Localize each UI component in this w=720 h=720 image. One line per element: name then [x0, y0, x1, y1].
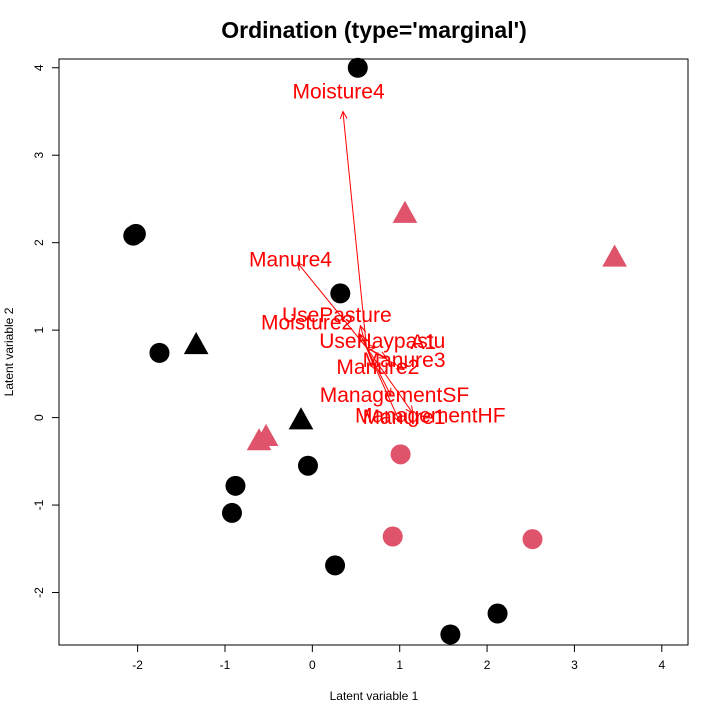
- site-point-circle: [330, 283, 351, 304]
- y-tick-label: -2: [32, 587, 46, 598]
- variable-label: A1: [410, 331, 436, 354]
- x-tick-label: -1: [220, 658, 231, 672]
- y-tick-label: -1: [32, 499, 46, 510]
- loading-arrow: [339, 110, 368, 348]
- x-axis-label: Latent variable 1: [330, 689, 419, 703]
- site-point-circle: [440, 624, 461, 645]
- points-layer: [123, 57, 627, 645]
- loading-arrow: [296, 261, 367, 348]
- site-point-circle: [297, 455, 318, 476]
- site-point-triangle: [183, 332, 209, 355]
- site-point-circle: [225, 475, 246, 496]
- site-point-circle: [325, 555, 346, 576]
- loading-arrow: [366, 347, 406, 371]
- variable-label: Manure1: [363, 406, 446, 429]
- variable-label: Moisture4: [292, 81, 385, 104]
- site-point-circle: [347, 57, 368, 78]
- y-tick-label: 2: [32, 239, 46, 246]
- site-point-triangle: [288, 407, 314, 430]
- y-tick-label: 3: [32, 152, 46, 159]
- variable-label: UseHaypastu: [319, 330, 445, 353]
- y-tick-label: 4: [32, 64, 46, 71]
- variable-label: Manure3: [363, 349, 446, 372]
- variable-label: Moisture2: [261, 312, 353, 335]
- loading-arrow: [359, 333, 367, 348]
- site-point-circle: [522, 529, 543, 550]
- y-tick-label: 1: [32, 326, 46, 333]
- x-tick-label: 1: [396, 658, 403, 672]
- arrows-layer: [296, 110, 414, 424]
- y-tick-label: 0: [32, 414, 46, 421]
- site-point-circle: [382, 526, 403, 547]
- x-tick-label: 3: [571, 658, 578, 672]
- x-tick-label: 4: [658, 658, 665, 672]
- variable-labels-layer: Moisture4 Manure4 UsePastureMoisture2UseHa…: [249, 81, 506, 429]
- site-point-triangle: [392, 200, 418, 223]
- site-point-circle: [123, 225, 144, 246]
- site-point-circle: [390, 444, 411, 465]
- site-point-triangle: [602, 244, 627, 267]
- x-axis: -2 -1 0 1 2 3 4: [132, 644, 665, 672]
- variable-label: ManagementHF: [355, 404, 506, 427]
- x-tick-label: 0: [309, 658, 316, 672]
- site-point-circle: [149, 342, 170, 363]
- variable-label: Manure2: [336, 356, 419, 379]
- variable-label: Manure4: [249, 249, 332, 272]
- x-tick-label: -2: [132, 658, 143, 672]
- chart-title: Ordination (type='marginal'): [221, 17, 527, 43]
- variable-label: UsePasture: [282, 304, 392, 327]
- site-point-triangle: [246, 428, 272, 451]
- site-point-circle: [487, 603, 508, 624]
- x-tick-label: 2: [484, 658, 491, 672]
- loading-arrow: [366, 347, 414, 415]
- variable-label: ManagementSF: [320, 384, 469, 407]
- site-point-circle: [221, 502, 242, 523]
- y-axis: -2 -1 0 1 2 3 4: [32, 64, 60, 598]
- y-axis-label: Latent variable 2: [2, 307, 16, 396]
- loading-arrow: [366, 347, 401, 424]
